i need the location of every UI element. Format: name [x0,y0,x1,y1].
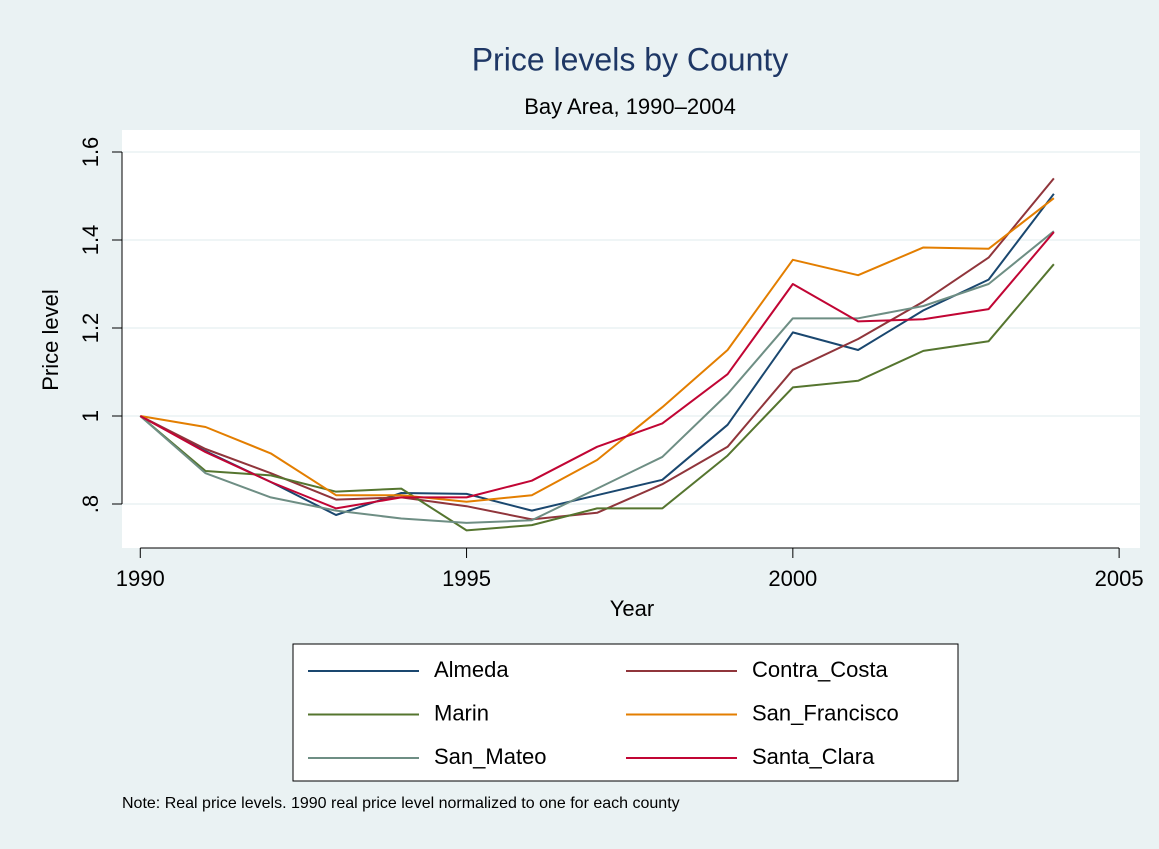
legend-label: San_Mateo [434,744,547,769]
series-line [139,263,1055,532]
legend-label: Marin [434,700,489,725]
x-tick-label: 2000 [768,566,817,591]
chart-title: Price levels by County [472,41,789,77]
y-tick-label: 1.4 [78,225,103,256]
series-line [139,193,1055,516]
x-tick-label: 1995 [442,566,491,591]
y-tick-label: 1.6 [78,137,103,168]
series-line [139,231,1055,510]
legend-label: Contra_Costa [752,657,889,682]
chart-subtitle: Bay Area, 1990–2004 [524,94,736,119]
legend-label: San_Francisco [752,700,899,725]
x-axis-label: Year [610,596,654,621]
series-line [140,197,1055,503]
x-tick-label: 1990 [116,566,165,591]
legend-label: Santa_Clara [752,744,875,769]
note: Note: Real price levels. 1990 real price… [122,795,680,812]
y-axis-label: Price level [38,289,63,390]
series-line [139,230,1055,524]
y-tick-label: 1.2 [78,313,103,344]
plot-area [122,130,1140,548]
y-tick-label: .8 [78,495,103,513]
legend-label: Almeda [434,657,509,682]
series-line [139,177,1055,521]
x-tick-label: 2005 [1095,566,1144,591]
y-tick-label: 1 [78,410,103,422]
